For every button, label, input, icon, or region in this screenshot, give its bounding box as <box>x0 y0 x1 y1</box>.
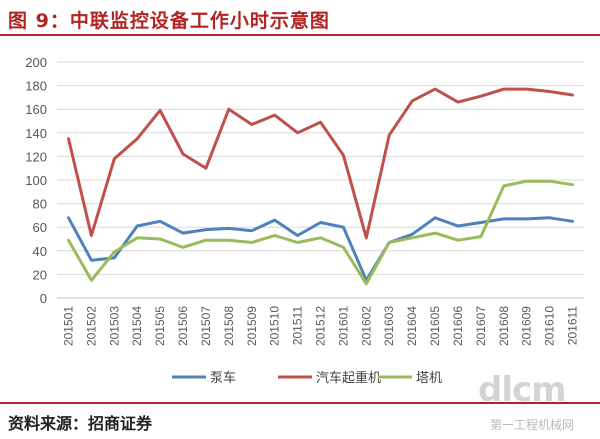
legend-label: 塔机 <box>416 370 442 385</box>
legend-label: 泵车 <box>210 370 236 385</box>
x-tick-label: 201502 <box>84 306 98 346</box>
chart-area: 0 20 40 60 80 100 120 140 160 180 200 201501 201502… <box>0 36 600 400</box>
x-tick-label: 201511 <box>291 306 305 345</box>
y-tick-label: 180 <box>25 79 47 94</box>
y-axis-ticks: 0 20 40 60 80 100 120 140 160 180 200 <box>25 55 47 306</box>
gridlines <box>57 61 584 299</box>
series-lines <box>67 87 574 286</box>
x-tick-label: 201603 <box>382 306 396 346</box>
x-tick-label: 201503 <box>107 306 121 346</box>
y-tick-label: 160 <box>25 102 47 117</box>
watermark-logo: dlcm <box>478 370 567 410</box>
x-tick-label: 201611 <box>566 306 580 345</box>
x-tick-label: 201510 <box>268 306 282 346</box>
title-bar: 图 9：中联监控设备工作小时示意图 <box>0 0 600 36</box>
line-chart: 0 20 40 60 80 100 120 140 160 180 200 201501 201502… <box>25 55 584 385</box>
x-tick-label: 201609 <box>520 306 534 346</box>
x-tick-label: 201501 <box>61 306 75 346</box>
y-tick-label: 20 <box>33 267 47 282</box>
x-tick-label: 201607 <box>474 306 488 346</box>
x-tick-label: 201602 <box>359 306 373 346</box>
x-tick-label: 201605 <box>428 306 442 346</box>
y-tick-label: 60 <box>33 220 47 235</box>
legend-label: 汽车起重机 <box>316 370 381 385</box>
y-tick-label: 200 <box>25 55 47 70</box>
series-line-2 <box>67 179 574 286</box>
y-tick-label: 80 <box>33 197 47 212</box>
x-axis-ticks: 201501 201502 201503 201504 201505 201506 2015… <box>61 306 579 346</box>
watermark-site-name: 第一工程机械网 <box>490 418 575 432</box>
x-tick-label: 201601 <box>336 306 350 346</box>
y-tick-label: 120 <box>25 149 47 164</box>
figure-title: 图 9：中联监控设备工作小时示意图 <box>8 10 330 32</box>
source-note: 资料来源：招商证券 <box>8 414 153 433</box>
x-tick-label: 201610 <box>543 306 557 346</box>
x-tick-label: 201505 <box>153 306 167 346</box>
y-tick-label: 100 <box>25 173 47 188</box>
x-tick-label: 201509 <box>245 306 259 346</box>
x-tick-label: 201508 <box>222 306 236 346</box>
x-tick-label: 201608 <box>497 306 511 346</box>
y-tick-label: 40 <box>33 244 47 259</box>
x-tick-label: 201606 <box>451 306 465 346</box>
x-tick-label: 201506 <box>176 306 190 346</box>
x-tick-label: 201604 <box>405 306 419 346</box>
y-tick-label: 140 <box>25 126 47 141</box>
x-tick-label: 201504 <box>130 306 144 346</box>
legend: 泵车 汽车起重机 塔机 <box>172 370 442 385</box>
x-tick-label: 201507 <box>199 306 213 346</box>
y-tick-label: 0 <box>40 291 47 306</box>
watermark: dlcm 第一工程机械网 <box>470 370 600 439</box>
x-tick-label: 201512 <box>314 306 328 346</box>
source-bar: 资料来源：招商证券 <box>0 402 600 439</box>
series-line-1 <box>67 87 574 240</box>
